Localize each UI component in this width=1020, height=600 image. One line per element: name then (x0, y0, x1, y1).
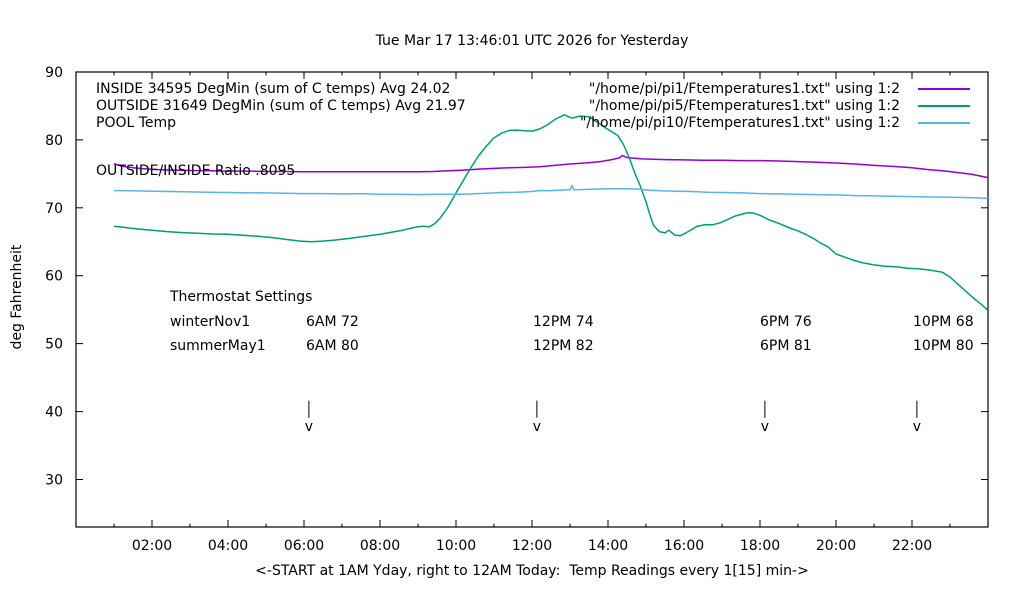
y-tick-label: 50 (45, 337, 63, 353)
y-axis-label: deg Fahrenheit (9, 244, 25, 350)
y-tick-label: 80 (45, 133, 63, 149)
legend-line-sample-outside (918, 105, 970, 107)
thermostat-summer-6pm: 6PM 81 (760, 338, 812, 354)
series-line-outside (113, 114, 989, 311)
setpoint-arrow-head: v (305, 419, 313, 435)
x-tick-label: 16:00 (664, 538, 704, 554)
x-tick-label: 02:00 (132, 538, 172, 554)
legend-label-inside: INSIDE 34595 DegMin (sum of C temps) Avg… (96, 81, 451, 97)
setpoint-arrow-head: v (533, 419, 541, 435)
thermostat-summer-10pm: 10PM 80 (913, 338, 974, 354)
thermostat-winter-12pm: 12PM 74 (533, 314, 594, 330)
x-tick-label: 04:00 (208, 538, 248, 554)
y-tick-label: 30 (45, 473, 63, 489)
x-tick-label: 22:00 (892, 538, 932, 554)
x-tick-label: 12:00 (512, 538, 552, 554)
x-axis-label: <-START at 1AM Yday, right to 12AM Today… (255, 563, 809, 579)
thermostat-winter-season: winterNov1 (170, 314, 251, 330)
y-tick-label: 70 (45, 201, 63, 217)
x-tick-label: 06:00 (284, 538, 324, 554)
thermostat-heading: Thermostat Settings (170, 289, 313, 305)
setpoint-arrow-head: v (761, 419, 769, 435)
series-line-inside (113, 154, 989, 179)
legend-file-outside: "/home/pi/pi5/Ftemperatures1.txt" using … (588, 98, 900, 114)
legend-file-pool: "/home/pi/pi10/Ftemperatures1.txt" using… (579, 115, 900, 131)
legend-line-sample-pool (918, 122, 970, 124)
legend-label-outside: OUTSIDE 31649 DegMin (sum of C temps) Av… (96, 98, 466, 114)
y-tick-label: 60 (45, 269, 63, 285)
x-tick-label: 20:00 (816, 538, 856, 554)
legend-line-sample-inside (918, 88, 970, 90)
thermostat-winter-10pm: 10PM 68 (913, 314, 974, 330)
legend-label-pool: POOL Temp (96, 115, 177, 131)
y-tick-label: 90 (45, 65, 63, 81)
legend-file-inside: "/home/pi/pi1/Ftemperatures1.txt" using … (588, 81, 900, 97)
y-tick-label: 40 (45, 405, 63, 421)
thermostat-summer-6am: 6AM 80 (306, 338, 359, 354)
thermostat-summer-season: summerMay1 (170, 338, 266, 354)
x-tick-label: 14:00 (588, 538, 628, 554)
x-tick-label: 10:00 (436, 538, 476, 554)
thermostat-winter-6pm: 6PM 76 (760, 314, 812, 330)
outside-inside-ratio-label: OUTSIDE/INSIDE Ratio .8095 (96, 163, 296, 179)
thermostat-winter-6am: 6AM 72 (306, 314, 359, 330)
thermostat-summer-12pm: 12PM 82 (533, 338, 594, 354)
setpoint-arrow-head: v (913, 419, 921, 435)
chart-title: Tue Mar 17 13:46:01 UTC 2026 for Yesterd… (375, 33, 689, 49)
series-line-pool (113, 184, 989, 200)
x-tick-label: 08:00 (360, 538, 400, 554)
x-tick-label: 18:00 (740, 538, 780, 554)
